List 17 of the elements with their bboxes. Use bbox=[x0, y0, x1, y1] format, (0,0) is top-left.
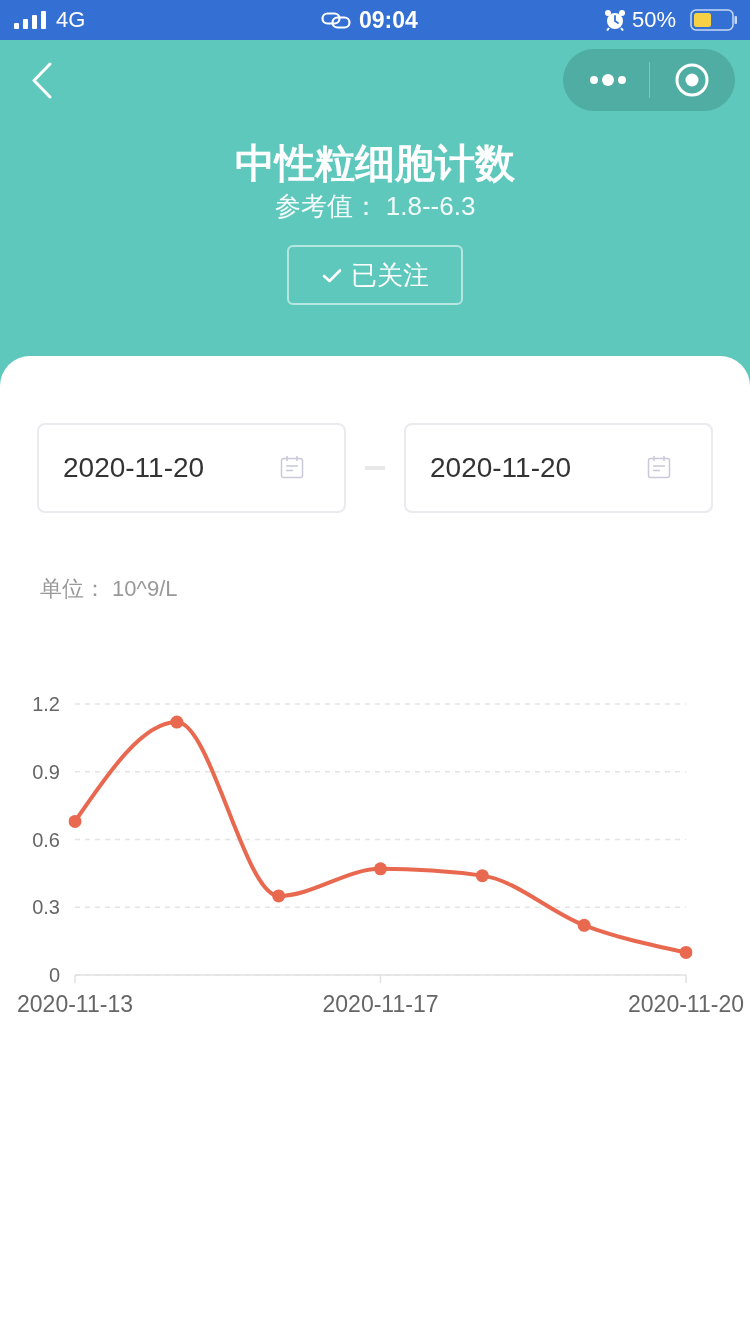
y-tick-label: 0.3 bbox=[32, 896, 60, 919]
y-tick-label: 0.6 bbox=[32, 828, 60, 851]
x-tick-label: 2020-11-13 bbox=[17, 991, 133, 1017]
y-tick-label: 1.2 bbox=[32, 693, 60, 716]
text: 09:04 bbox=[359, 6, 418, 35]
chart-subtitle: 参考值： 1.8--6.3 bbox=[273, 190, 477, 222]
y-tick-label: 0 bbox=[48, 964, 60, 987]
follow-button: 已关注 bbox=[287, 245, 463, 305]
text: 50% bbox=[632, 6, 677, 34]
x-tick-label: 2020-11-20 bbox=[628, 991, 744, 1017]
y-tick-label: 0.9 bbox=[32, 760, 60, 783]
text: 4G bbox=[56, 6, 86, 34]
date-field: 2020-11-20 bbox=[404, 423, 713, 513]
y-axis-title: 单位： 10^9/L bbox=[40, 575, 178, 603]
x-tick-label: 2020-11-17 bbox=[322, 991, 439, 1017]
date-field: 2020-11-20 bbox=[37, 423, 346, 513]
chart-title: 中性粒细胞计数 bbox=[234, 140, 516, 187]
